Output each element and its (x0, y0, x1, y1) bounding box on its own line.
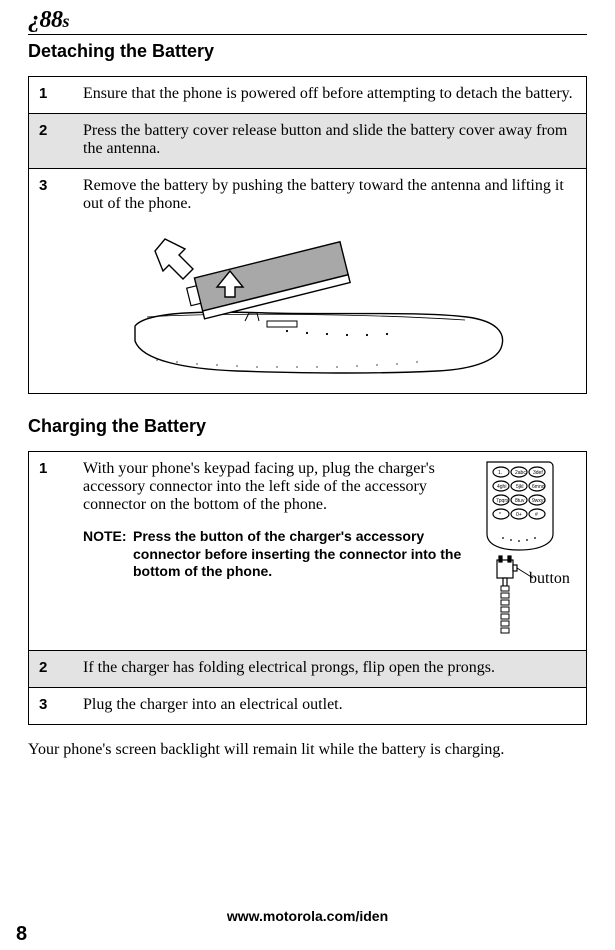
step-text: With your phone's keypad facing up, plug… (83, 460, 435, 513)
svg-text:7pqrs: 7pqrs (496, 498, 509, 504)
note-label: NOTE: (83, 528, 133, 546)
svg-text:3def: 3def (533, 470, 543, 476)
svg-text:9wxyz: 9wxyz (532, 498, 546, 504)
section-heading-charging: Charging the Battery (28, 416, 587, 437)
charge-steps-table: 1 With your phone's keypad facing up, pl… (28, 451, 587, 725)
svg-text:5jkl: 5jkl (516, 484, 524, 490)
step-number: 2 (29, 114, 74, 169)
svg-text:*: * (499, 512, 501, 518)
svg-text:2abc: 2abc (515, 470, 526, 476)
step-number: 2 (29, 651, 74, 688)
svg-text:8tuv: 8tuv (515, 498, 525, 504)
detach-steps-table: 1 Ensure that the phone is powered off b… (28, 76, 587, 394)
charger-illustration: 1. 2abc 3def 4ghi 5jkl 6mno 7pqrs 8tuv 9wxyz *… (481, 460, 576, 640)
button-callout-label: button (529, 570, 570, 587)
section-heading-detaching: Detaching the Battery (28, 41, 587, 62)
table-row: 2 Press the battery cover release button… (29, 114, 587, 169)
logo-suffix: s (63, 11, 70, 31)
battery-removal-illustration (107, 221, 507, 381)
note: NOTE: Press the button of the charger's … (83, 528, 471, 581)
step-cell: Remove the battery by pushing the batter… (73, 169, 587, 394)
step-text: Ensure that the phone is powered off bef… (73, 77, 587, 114)
step-cell: With your phone's keypad facing up, plug… (73, 452, 587, 651)
footer-url: www.motorola.com/iden (0, 908, 615, 924)
table-row: 2 If the charger has folding electrical … (29, 651, 587, 688)
step-number: 3 (29, 688, 74, 725)
step-number: 1 (29, 452, 74, 651)
table-row: 3 Plug the charger into an electrical ou… (29, 688, 587, 725)
note-text: Press the button of the charger's access… (133, 528, 471, 581)
table-row: 3 Remove the battery by pushing the batt… (29, 169, 587, 394)
trailing-paragraph: Your phone's screen backlight will remai… (28, 741, 587, 759)
step-text: If the charger has folding electrical pr… (73, 651, 587, 688)
svg-text:4ghi: 4ghi (497, 484, 506, 490)
svg-text:1.: 1. (498, 470, 502, 476)
page-number: 8 (16, 923, 27, 946)
step-text: Plug the charger into an electrical outl… (73, 688, 587, 725)
header-rule (28, 34, 587, 35)
step-number: 1 (29, 77, 74, 114)
logo-main: ¿88 (28, 7, 63, 33)
model-logo: ¿88s (28, 8, 587, 32)
table-row: 1 Ensure that the phone is powered off b… (29, 77, 587, 114)
table-row: 1 With your phone's keypad facing up, pl… (29, 452, 587, 651)
step-number: 3 (29, 169, 74, 394)
svg-text:6mno: 6mno (532, 484, 545, 490)
page: ¿88s Detaching the Battery 1 Ensure that… (0, 0, 615, 950)
svg-text:#: # (535, 512, 538, 518)
step-text: Press the battery cover release button a… (73, 114, 587, 169)
svg-text:0+: 0+ (516, 512, 522, 518)
step-text: Remove the battery by pushing the batter… (83, 177, 564, 212)
